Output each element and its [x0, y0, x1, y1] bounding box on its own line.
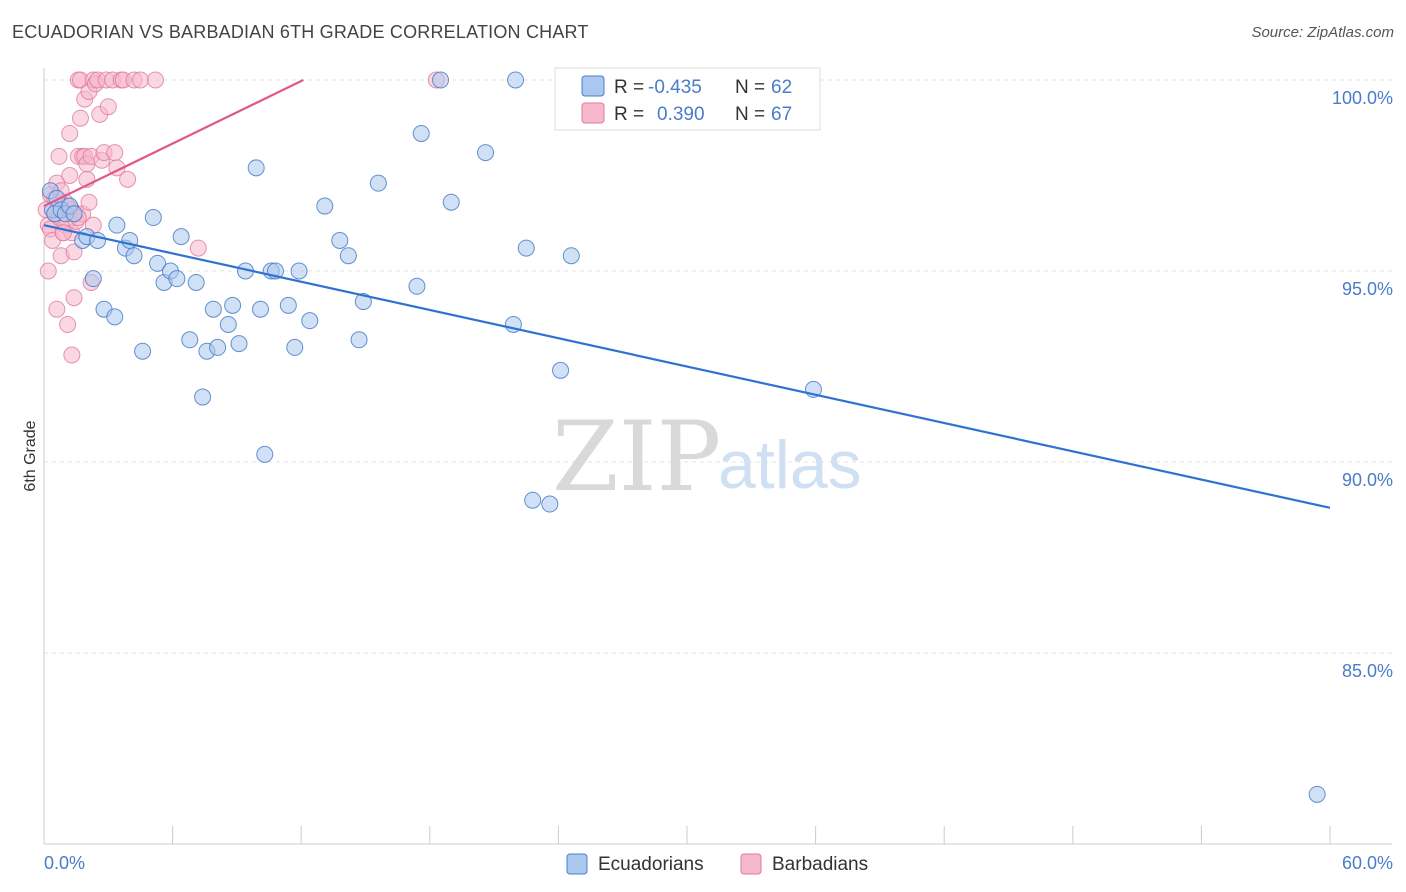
barbadians-legend-label: Barbadians — [772, 854, 868, 875]
stats-legend: R = -0.435 N = 62 R = 0.390 N = 67 — [554, 67, 821, 131]
barbadian-point-26 — [65, 243, 83, 261]
ecuadorian-point-49 — [369, 174, 387, 192]
ecuadorian-point-14 — [108, 216, 126, 234]
y-tick-label-0: 100.0% — [1332, 88, 1393, 108]
legend-pink-n-label: N = — [735, 104, 765, 125]
barbadian-point-31 — [71, 109, 89, 127]
ecuadorian-point-36 — [251, 300, 269, 318]
chart-title: ECUADORIAN VS BARBADIAN 6TH GRADE CORREL… — [12, 22, 589, 42]
barbadians-swatch — [740, 853, 762, 875]
legend-pink-n-value: 67 — [771, 104, 792, 125]
barbadian-point-10 — [50, 147, 68, 165]
trend-lines — [43, 79, 1331, 509]
barbadian-point-57 — [119, 170, 137, 188]
ecuadorian-point-45 — [331, 231, 349, 249]
ecuadorian-point-48 — [354, 293, 372, 311]
legend-blue-r-value: -0.435 — [648, 77, 702, 98]
ecuadorian-point-33 — [230, 335, 248, 353]
ecuadorian-point-50 — [408, 277, 426, 295]
legend-pink-swatch — [581, 102, 605, 124]
barbadian-point-21 — [61, 167, 79, 184]
ecuadorian-point-46 — [339, 247, 357, 265]
legend-blue-n-value: 62 — [771, 77, 792, 98]
series-legend: Ecuadorians Barbadians — [566, 853, 868, 875]
gridlines — [44, 79, 1392, 654]
legend-blue-swatch — [581, 75, 605, 97]
ecuadorians-trend-line — [43, 224, 1331, 509]
ecuadorian-point-53 — [442, 193, 460, 211]
barbadian-point-2 — [39, 262, 57, 280]
legend-pink-r-label: R = — [614, 104, 644, 125]
ecuadorian-point-60 — [552, 361, 570, 379]
x-tick-label-1: 60.0% — [1342, 853, 1393, 873]
ecuadorian-point-30 — [209, 338, 227, 356]
barbadian-point-20 — [61, 124, 79, 142]
ecuadorian-point-40 — [279, 296, 297, 314]
ecuadorians-swatch — [566, 853, 588, 875]
ecuadorian-point-17 — [125, 247, 143, 265]
ecuadorian-point-26 — [187, 273, 205, 291]
barbadian-point-59 — [131, 71, 149, 89]
ecuadorian-point-59 — [541, 495, 559, 513]
barbadian-point-51 — [99, 98, 117, 116]
barbadian-point-18 — [59, 315, 77, 333]
ecuadorian-point-63 — [1308, 785, 1326, 803]
ecuadorian-point-7 — [65, 205, 83, 223]
x-tick-label-0: 0.0% — [44, 853, 85, 873]
watermark-atlas: atlas — [718, 427, 862, 503]
y-tick-label-3: 85.0% — [1342, 661, 1393, 681]
barbadian-point-24 — [63, 346, 81, 364]
ecuadorian-point-32 — [224, 296, 242, 314]
axes — [43, 68, 1392, 845]
y-tick-labels: 100.0% 95.0% 90.0% 85.0% — [1332, 88, 1393, 681]
ecuadorian-point-27 — [194, 388, 212, 406]
ecuadorian-point-19 — [144, 209, 162, 227]
ecuadorian-point-44 — [316, 197, 334, 215]
legend-blue-n-label: N = — [735, 77, 765, 98]
y-tick-label-2: 90.0% — [1342, 470, 1393, 490]
ecuadorian-point-18 — [134, 342, 152, 360]
ecuadorian-point-61 — [562, 247, 580, 265]
legend-pink-r-value: 0.390 — [657, 104, 705, 125]
barbadian-point-25 — [65, 289, 83, 307]
barbadian-point-53 — [106, 144, 124, 162]
ecuadorian-point-37 — [256, 445, 274, 463]
x-tick-labels: 0.0% 60.0% — [44, 853, 1393, 873]
watermark-zip: ZIP — [552, 401, 721, 513]
ecuadorian-point-43 — [301, 312, 319, 330]
y-axis-label: 6th Grade — [22, 420, 39, 491]
ecuadorian-point-23 — [168, 270, 186, 288]
ecuadorian-point-42 — [290, 262, 308, 280]
ecuadorian-point-35 — [247, 159, 265, 177]
ecuadorian-point-25 — [181, 331, 199, 349]
barbadian-point-61 — [189, 239, 207, 257]
ecuadorian-point-41 — [286, 338, 304, 356]
ecuadorians-legend-label: Ecuadorians — [598, 854, 704, 875]
legend-blue-r-label: R = — [614, 77, 644, 98]
ecuadorian-point-51 — [412, 124, 430, 142]
y-tick-label-1: 95.0% — [1342, 279, 1393, 299]
ecuadorian-point-20 — [149, 254, 167, 272]
ecuadorian-point-10 — [84, 270, 102, 288]
barbadians-trend-line — [43, 79, 304, 208]
ecuadorian-point-29 — [204, 300, 222, 318]
source-label: Source: ZipAtlas.com — [1251, 24, 1394, 41]
watermark: ZIP atlas — [552, 401, 862, 513]
barbadians-points — [37, 71, 445, 364]
ecuadorian-point-13 — [106, 308, 124, 326]
ecuadorian-point-52 — [432, 71, 450, 89]
ecuadorians-points — [41, 71, 1326, 803]
barbadian-point-39 — [80, 193, 98, 211]
ecuadorian-point-31 — [219, 315, 237, 333]
ecuadorian-point-24 — [172, 228, 190, 246]
ecuadorian-point-47 — [350, 331, 368, 349]
barbadian-point-60 — [146, 71, 164, 89]
ecuadorian-point-54 — [477, 144, 495, 162]
ecuadorian-point-58 — [524, 491, 542, 509]
ecuadorian-point-57 — [517, 239, 535, 257]
barbadian-point-8 — [48, 300, 66, 318]
ecuadorian-point-56 — [507, 71, 525, 89]
